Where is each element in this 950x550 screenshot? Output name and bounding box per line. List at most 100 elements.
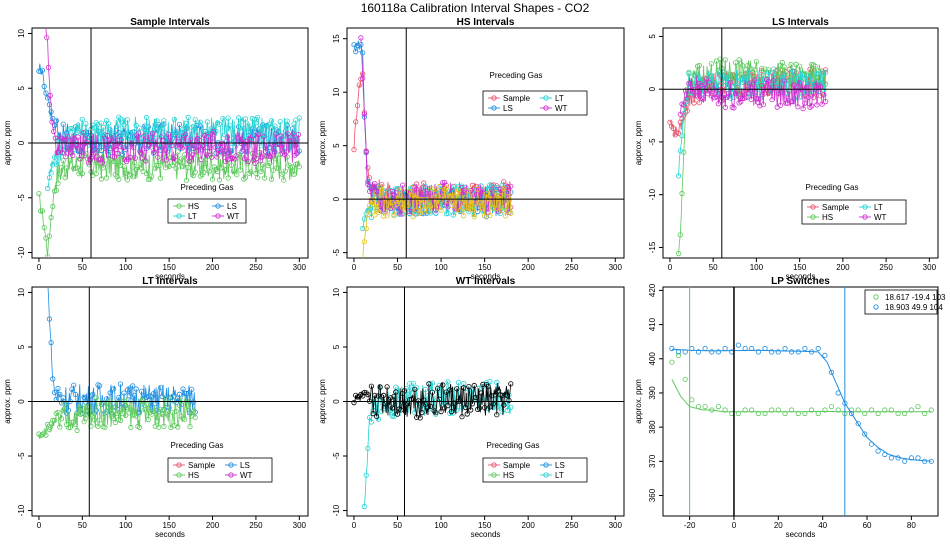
- data-point: [494, 185, 500, 191]
- data-point: [184, 141, 190, 148]
- data-point: [53, 161, 59, 167]
- data-point: [100, 124, 106, 130]
- data-point: [384, 384, 390, 390]
- data-point: [788, 78, 794, 84]
- data-point: [65, 407, 72, 413]
- data-point: [796, 63, 803, 69]
- data-point: [201, 132, 207, 138]
- y-tick-label: 5: [17, 85, 26, 90]
- plot-area: [351, 378, 514, 510]
- data-point: [487, 404, 493, 410]
- x-tick-label: 300: [609, 521, 623, 530]
- data-point: [55, 180, 61, 186]
- y-tick-label: -5: [17, 194, 26, 202]
- data-point: [173, 399, 179, 406]
- data-point: [438, 207, 444, 213]
- data-point: [691, 100, 697, 106]
- data-point: [372, 181, 378, 187]
- data-point: [777, 102, 784, 108]
- data-point: [677, 148, 683, 154]
- data-point: [116, 394, 122, 401]
- data-point: [356, 82, 362, 88]
- data-point: [178, 156, 184, 162]
- data-point: [868, 407, 875, 413]
- data-point: [139, 155, 145, 161]
- data-point: [443, 185, 449, 191]
- data-point: [363, 472, 369, 478]
- data-point: [36, 68, 42, 74]
- x-axis-label: seconds: [471, 272, 501, 281]
- legend-label: Sample: [188, 461, 216, 470]
- data-point: [722, 104, 728, 111]
- data-point: [120, 145, 126, 151]
- legend-entry: HS: [173, 202, 199, 211]
- data-point: [487, 378, 493, 385]
- y-tick-label: -10: [332, 504, 341, 516]
- data-point: [429, 389, 435, 395]
- data-point: [748, 66, 754, 72]
- data-point: [862, 410, 868, 417]
- data-point: [290, 131, 296, 137]
- legend-label: LS: [555, 461, 565, 470]
- data-point: [781, 78, 787, 84]
- data-point: [499, 392, 505, 398]
- data-point: [124, 117, 131, 123]
- data-point: [793, 87, 799, 93]
- data-point: [506, 397, 512, 403]
- y-tick-label: -10: [648, 188, 657, 200]
- x-tick-label: -20: [684, 521, 696, 530]
- data-point: [114, 410, 120, 416]
- data-point: [190, 152, 196, 158]
- data-point: [108, 136, 114, 142]
- data-point: [175, 424, 181, 430]
- data-point: [83, 415, 89, 421]
- legend-entry: HS: [173, 471, 199, 480]
- data-point: [365, 211, 371, 217]
- data-point: [170, 162, 176, 168]
- data-point: [412, 386, 418, 392]
- data-point: [103, 146, 109, 152]
- data-point: [382, 195, 388, 201]
- x-tick-label: 60: [863, 521, 872, 530]
- plot-area: [669, 342, 934, 464]
- series-ls: [46, 287, 198, 417]
- data-point: [722, 345, 728, 352]
- data-point: [46, 233, 53, 239]
- data-point: [707, 77, 713, 83]
- data-point: [60, 395, 66, 401]
- y-tick-label: 10: [332, 287, 341, 296]
- x-tick-label: 100: [119, 521, 133, 530]
- data-point: [795, 349, 801, 355]
- x-tick-label: 100: [750, 263, 764, 272]
- legend: Preceding Gas Sample LS HS WT: [167, 441, 273, 483]
- data-point: [203, 152, 210, 158]
- data-point: [835, 407, 841, 413]
- data-point: [393, 384, 399, 390]
- data-point: [499, 208, 505, 214]
- data-point: [675, 349, 682, 355]
- data-point: [788, 99, 794, 105]
- data-point: [235, 132, 241, 138]
- data-point: [230, 168, 236, 174]
- data-point: [807, 81, 813, 87]
- data-point: [185, 391, 191, 397]
- data-point: [107, 127, 113, 133]
- data-point: [370, 197, 376, 204]
- x-axis-label: seconds: [471, 530, 501, 539]
- y-tick-label: -5: [332, 452, 341, 460]
- data-point: [50, 417, 56, 423]
- data-point: [380, 213, 387, 219]
- data-point: [508, 210, 514, 216]
- legend-entry: LS: [540, 461, 565, 470]
- panel-title: WT Intervals: [456, 276, 516, 287]
- legend-entry: WT: [540, 104, 568, 113]
- panel-hs: HS Intervals 0 50 100 150 200 250 300 -5 0 5 10 15 se…: [318, 17, 625, 281]
- data-point: [802, 410, 808, 417]
- data-point: [407, 209, 413, 215]
- data-point: [828, 369, 835, 375]
- data-point: [197, 173, 203, 179]
- data-point: [273, 131, 279, 137]
- data-point: [111, 386, 117, 392]
- data-point: [130, 383, 136, 389]
